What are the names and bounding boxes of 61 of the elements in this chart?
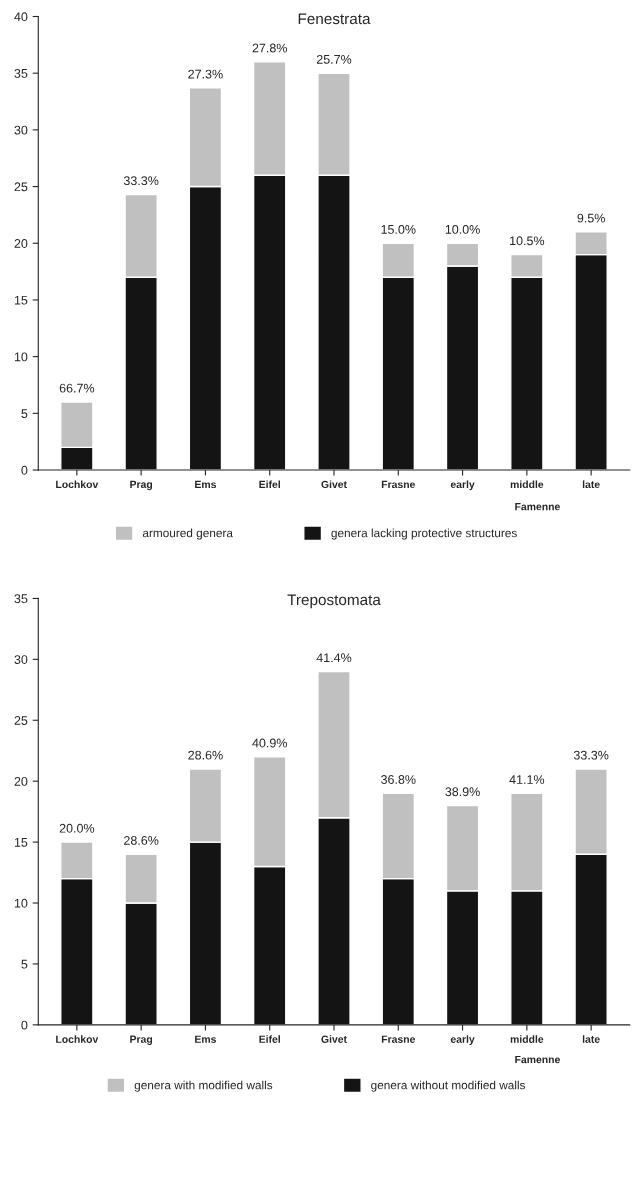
y-tick-label: 35 xyxy=(14,68,28,78)
x-tick-label: Eifel xyxy=(259,1035,280,1043)
x-tick-label: Ems xyxy=(195,1035,216,1043)
y-tick-label: 5 xyxy=(21,959,28,969)
chart-title: Trepostomata xyxy=(287,594,381,609)
x-tick-label: Eifel xyxy=(259,480,280,489)
annotation: 10.5% xyxy=(510,236,545,246)
x-tick-label: late xyxy=(582,1035,600,1043)
x-tick-label: Frasne xyxy=(381,480,415,489)
legend-label: genera without modified walls xyxy=(371,1080,526,1092)
x-tick-label: early xyxy=(450,1035,475,1045)
chart-title: Fenestrata xyxy=(298,13,371,25)
annotation: 15.0% xyxy=(381,224,416,234)
y-tick-label: 5 xyxy=(21,409,28,418)
legend-label: genera lacking protective structures xyxy=(331,528,517,540)
x-tick-label: Prag xyxy=(130,1035,153,1045)
x-tick-label: Givet xyxy=(321,1035,347,1043)
annotation: 66.7% xyxy=(59,383,95,393)
annotation: 41.1% xyxy=(509,775,545,784)
y-tick-label: 25 xyxy=(14,716,28,725)
annotation: 9.5% xyxy=(577,213,605,223)
y-tick-label: 15 xyxy=(14,295,28,305)
x-tick-label: middle xyxy=(510,480,544,489)
y-tick-label: 15 xyxy=(14,838,28,847)
y-tick-label: 10 xyxy=(14,352,28,362)
x-tick-label: Prag xyxy=(130,480,153,491)
text: Famenne xyxy=(515,1055,560,1064)
x-tick-label: Lochkov xyxy=(56,480,99,489)
annotation: 20.0% xyxy=(59,823,95,833)
y-tick-label: 10 xyxy=(14,898,28,908)
legend-label: armoured genera xyxy=(142,528,233,540)
y-tick-label: 20 xyxy=(14,239,28,248)
annotation: 41.4% xyxy=(316,653,352,663)
x-tick-label: Givet xyxy=(321,480,347,489)
x-tick-label: late xyxy=(582,480,600,489)
y-tick-label: 25 xyxy=(14,182,28,192)
x-tick-label: Lochkov xyxy=(56,1035,99,1043)
annotation: 25.7% xyxy=(316,54,352,64)
annotation: 27.3% xyxy=(188,69,223,79)
y-tick-label: 35 xyxy=(14,594,28,604)
x-tick-label: early xyxy=(450,480,475,491)
y-tick-label: 0 xyxy=(21,1020,28,1030)
annotation: 28.6% xyxy=(124,836,159,845)
y-tick-label: 20 xyxy=(14,776,28,786)
x-tick-label: middle xyxy=(510,1035,544,1043)
y-tick-label: 30 xyxy=(14,125,28,135)
annotation: 10.0% xyxy=(445,224,480,234)
text: Famenne xyxy=(515,503,560,511)
annotation: 38.9% xyxy=(445,787,480,797)
annotation: 40.9% xyxy=(252,738,287,748)
annotation: 36.8% xyxy=(381,775,416,784)
x-tick-label: Ems xyxy=(195,480,216,489)
y-tick-label: 30 xyxy=(14,655,28,664)
annotation: 27.8% xyxy=(252,43,287,53)
y-tick-label: 40 xyxy=(14,12,28,22)
annotation: 28.6% xyxy=(188,750,223,760)
y-tick-label: 0 xyxy=(21,465,28,475)
x-tick-label: Frasne xyxy=(381,1035,415,1043)
annotation: 33.3% xyxy=(123,176,159,186)
legend-label: genera with modified walls xyxy=(134,1080,273,1092)
annotation: 33.3% xyxy=(573,750,609,760)
